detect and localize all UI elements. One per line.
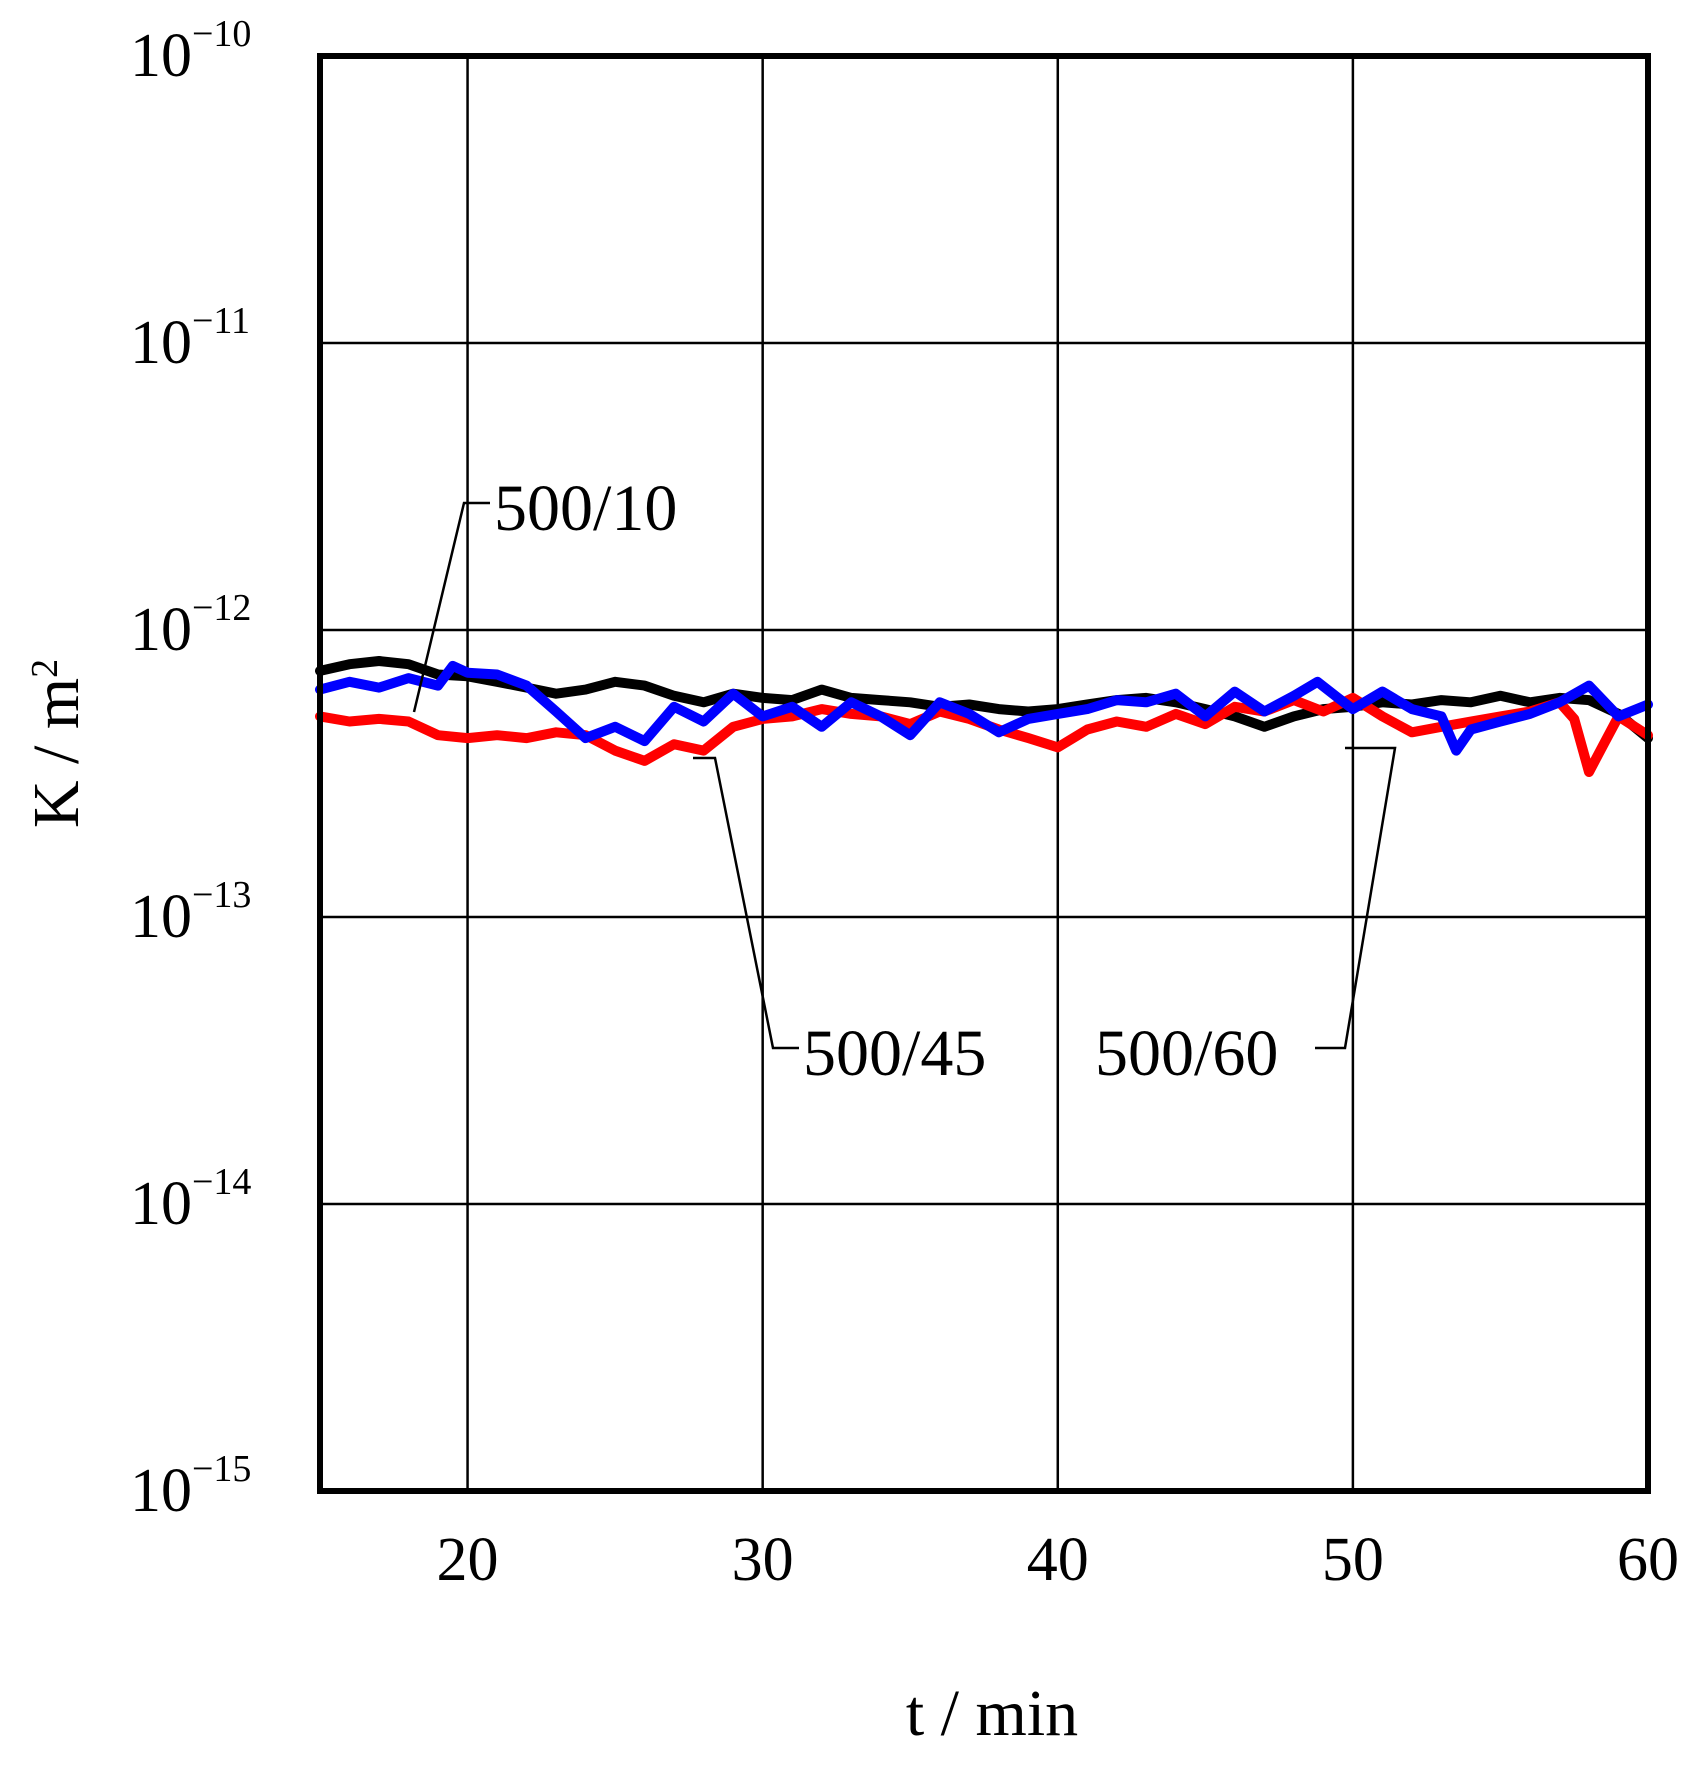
x-tick-label: 20 xyxy=(437,1526,499,1594)
y-axis-title-base: K / m xyxy=(20,678,93,828)
y-tick-base: 10 xyxy=(130,22,192,90)
x-tick-label: 50 xyxy=(1322,1526,1384,1594)
series-500-60 xyxy=(315,660,1653,756)
y-axis-title-superscript: 2 xyxy=(24,659,66,678)
y-tick-base: 10 xyxy=(130,596,192,664)
y-tick-exponent: −13 xyxy=(192,874,251,916)
plot-frame xyxy=(317,53,1651,1494)
x-axis-ticks: 20 30 40 50 60 xyxy=(437,1526,1679,1594)
series-500-10 xyxy=(315,656,1653,744)
series-group xyxy=(315,656,1653,777)
callout-label: 500/10 xyxy=(494,472,677,545)
callouts: 500/10 500/45 500/60 xyxy=(412,472,1397,1090)
callout-label: 500/60 xyxy=(1095,1017,1278,1090)
y-tick-label: 10−14 xyxy=(130,1161,251,1238)
y-tick-exponent: −15 xyxy=(192,1448,251,1490)
y-tick-base: 10 xyxy=(130,883,192,951)
callout-label: 500/45 xyxy=(803,1017,986,1090)
grid xyxy=(320,56,1648,1491)
y-tick-label: 10−13 xyxy=(130,874,251,951)
callout-leader xyxy=(693,756,799,1050)
y-tick-label: 10−11 xyxy=(130,300,250,377)
x-tick-label: 40 xyxy=(1027,1526,1089,1594)
y-tick-label: 10−12 xyxy=(130,587,251,664)
callout-leader xyxy=(412,501,490,713)
y-tick-base: 10 xyxy=(130,309,192,377)
x-tick-label: 30 xyxy=(732,1526,794,1594)
y-tick-base: 10 xyxy=(130,1457,192,1525)
y-tick-label: 10−10 xyxy=(130,13,251,90)
y-tick-exponent: −10 xyxy=(192,13,251,55)
x-axis-title: t / min xyxy=(906,1677,1078,1750)
y-tick-exponent: −11 xyxy=(192,300,250,342)
y-tick-base: 10 xyxy=(130,1170,192,1238)
y-tick-exponent: −12 xyxy=(192,587,251,629)
y-tick-label: 10−15 xyxy=(130,1448,251,1525)
x-tick-label: 60 xyxy=(1617,1526,1679,1594)
y-tick-exponent: −14 xyxy=(192,1161,251,1203)
series-500-45 xyxy=(315,692,1653,777)
y-axis-title: K / m2 xyxy=(20,659,93,828)
callout-leader xyxy=(1315,746,1397,1050)
